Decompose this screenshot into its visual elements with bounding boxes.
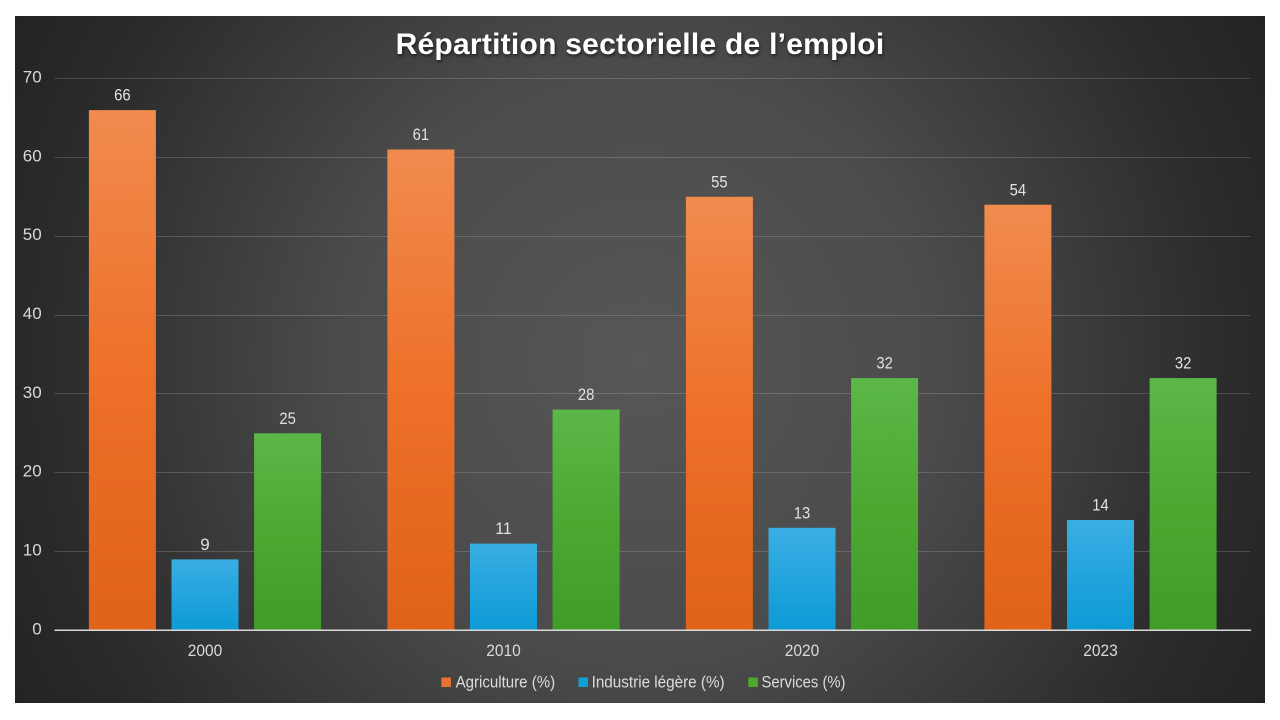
svg-text:13: 13 <box>794 503 811 522</box>
svg-text:40: 40 <box>23 304 42 323</box>
svg-text:11: 11 <box>495 519 512 538</box>
svg-text:50: 50 <box>23 225 42 244</box>
svg-text:10: 10 <box>23 540 42 559</box>
svg-text:0: 0 <box>32 619 41 638</box>
svg-text:60: 60 <box>23 146 42 165</box>
svg-text:54: 54 <box>1010 180 1027 199</box>
svg-text:32: 32 <box>876 354 893 373</box>
svg-text:9: 9 <box>200 535 209 554</box>
svg-text:14: 14 <box>1092 496 1109 515</box>
svg-text:Services (%): Services (%) <box>762 672 846 691</box>
svg-text:20: 20 <box>23 462 42 481</box>
svg-text:2000: 2000 <box>188 641 223 660</box>
svg-text:28: 28 <box>578 385 595 404</box>
svg-text:Industrie légère (%): Industrie légère (%) <box>592 672 725 691</box>
svg-text:61: 61 <box>413 125 430 144</box>
svg-text:2010: 2010 <box>486 641 521 660</box>
svg-text:2020: 2020 <box>785 641 820 660</box>
svg-text:Agriculture (%): Agriculture (%) <box>456 672 555 691</box>
svg-text:25: 25 <box>279 409 296 428</box>
svg-text:2023: 2023 <box>1083 641 1118 660</box>
svg-text:30: 30 <box>23 383 42 402</box>
svg-text:55: 55 <box>711 172 728 191</box>
svg-text:32: 32 <box>1175 354 1192 373</box>
svg-text:66: 66 <box>114 86 130 105</box>
svg-text:Répartition sectorielle de l’e: Répartition sectorielle de l’emploi <box>396 28 885 61</box>
svg-text:70: 70 <box>23 68 42 87</box>
